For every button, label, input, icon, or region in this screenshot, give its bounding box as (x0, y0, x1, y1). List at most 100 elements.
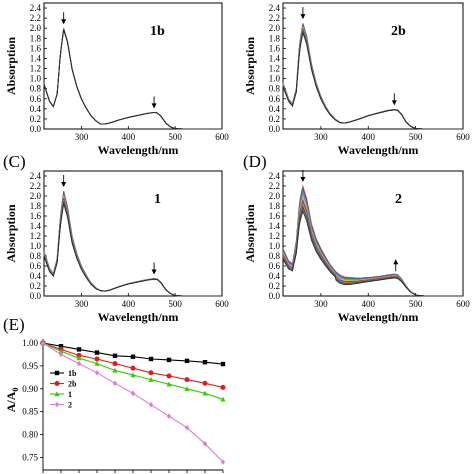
y-tick-label: 1.8 (269, 33, 281, 43)
y-tick-label: 0.4 (269, 271, 281, 281)
panel-title: 1b (150, 24, 165, 39)
y-tick-label: 1.2 (30, 231, 41, 241)
spectrum-line (282, 23, 463, 130)
y-tick-label: 2.0 (30, 23, 42, 33)
spectrum-line (43, 200, 222, 297)
x-tick-label: 600 (215, 132, 229, 142)
x-tick-label: 400 (122, 132, 136, 142)
y-tick-label: 2.2 (269, 13, 280, 23)
spectrum-line (282, 23, 463, 130)
x-tick-label: 500 (168, 132, 182, 142)
data-point (112, 380, 118, 387)
y-tick-label: 1.8 (269, 201, 281, 211)
x-tick-label: 600 (456, 299, 470, 309)
y-tick-label: 0.2 (269, 281, 280, 291)
y-axis-label: Absorption (4, 37, 18, 95)
arrow-head (391, 100, 397, 106)
arrow-head (393, 259, 399, 265)
spectrum-panel-4: 0.00.20.40.60.81.01.21.41.61.82.02.22.4 3… (243, 152, 470, 324)
spectrum-line (43, 29, 222, 130)
spectrum-line (43, 203, 222, 297)
data-point (220, 384, 226, 390)
y-tick-label: 2.0 (30, 191, 42, 201)
y-tick-label: 0.75 (22, 452, 38, 462)
spectrum-line (282, 32, 463, 130)
y-tick-label: 0.4 (30, 104, 42, 114)
data-point (94, 369, 100, 376)
y-tick-label: 0.4 (30, 271, 42, 281)
legend-label: 2 (68, 401, 72, 410)
legend-label: 1 (68, 390, 72, 399)
spectrum-line (43, 196, 222, 297)
spectrum-line (43, 29, 222, 130)
y-tick-label: 1.4 (269, 221, 281, 231)
y-tick-label: 2.4 (30, 171, 42, 181)
panel-label: (C) (3, 152, 26, 171)
spectrum-panel-2: 0.00.20.40.60.81.01.21.41.61.82.02.22.4 3… (243, 2, 470, 157)
data-point (202, 380, 208, 386)
panel-title: 1 (154, 192, 161, 207)
data-point (94, 356, 100, 362)
spectrum-line (43, 28, 222, 130)
plot-frame (282, 2, 464, 130)
data-point (220, 459, 226, 465)
spectrum-line (282, 25, 463, 130)
y-tick-label: 1.2 (269, 64, 280, 74)
y-tick-label: 0.0 (30, 291, 42, 301)
data-point (184, 377, 190, 383)
y-tick-label: 0.8 (30, 84, 42, 94)
y-tick-label: 1.4 (30, 53, 42, 63)
panel-title: 2b (391, 24, 406, 39)
data-point (58, 348, 64, 354)
data-point (40, 340, 46, 346)
data-point (166, 413, 172, 420)
y-tick-label: 0.0 (269, 291, 281, 301)
y-tick-label: 0.6 (269, 261, 281, 271)
y-tick-label: 1.4 (30, 221, 42, 231)
data-point (184, 386, 190, 391)
arrow-head (151, 269, 157, 275)
y-tick-label: 1.0 (269, 241, 281, 251)
y-tick-label: 0.95 (22, 361, 38, 371)
data-point (166, 373, 172, 379)
spectrum-line (43, 28, 222, 130)
y-tick-label: 0.2 (30, 114, 41, 124)
data-point (184, 358, 190, 364)
spectrum-line (43, 28, 222, 130)
y-tick-label: 0.4 (269, 104, 281, 114)
spectrum-line (43, 28, 222, 130)
data-point (220, 396, 226, 402)
data-point (94, 360, 100, 366)
y-tick-label: 1.8 (30, 201, 42, 211)
spectrum-line (43, 195, 222, 297)
y-tick-label: 1.6 (30, 211, 42, 221)
y-tick-label: 0.2 (269, 114, 280, 124)
x-tick-label: 400 (122, 299, 136, 309)
x-axis-label: Wavelength/nm (338, 310, 419, 324)
x-tick-label: 600 (215, 299, 229, 309)
data-point (76, 360, 82, 367)
data-point (54, 401, 60, 408)
panel-title: 2 (395, 192, 402, 207)
spectrum-line (43, 28, 222, 130)
plot-frame (282, 170, 464, 297)
spectrum-line (43, 191, 222, 297)
y-axis-label: Absorption (4, 204, 18, 262)
arrow-head (151, 103, 157, 109)
data-point (58, 351, 64, 358)
y-tick-label: 0.8 (269, 251, 281, 261)
y-tick-label: 1.8 (30, 33, 42, 43)
data-point (202, 440, 208, 447)
spectrum-line (43, 29, 222, 130)
data-point (76, 355, 82, 361)
spectrum-line (43, 28, 222, 130)
legend-label: 2b (68, 380, 77, 389)
spectrum-line (43, 193, 222, 297)
legend-label: 1b (68, 369, 77, 378)
y-tick-label: 0.80 (22, 430, 38, 440)
y-tick-label: 0.85 (22, 407, 38, 417)
plot-frame (43, 170, 223, 297)
series-2 (40, 340, 226, 465)
spectrum-line (282, 209, 463, 297)
